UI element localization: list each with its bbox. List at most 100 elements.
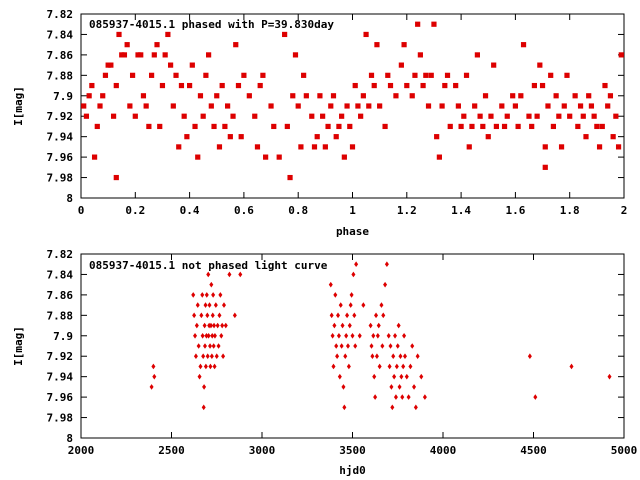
phased-data-point <box>512 103 518 109</box>
unphased-y-tick-label: 7.88 <box>47 309 74 322</box>
phased-data-point <box>545 103 551 109</box>
phased-data-point <box>170 103 176 109</box>
phased-data-point <box>504 113 510 119</box>
phased-y-tick-label: 7.96 <box>47 151 74 164</box>
unphased-data-point <box>346 363 351 370</box>
phased-data-point <box>368 72 375 78</box>
phased-data-point <box>298 144 304 150</box>
phased-data-point <box>100 93 106 99</box>
phased-data-point <box>303 93 309 99</box>
unphased-data-point <box>191 292 196 298</box>
phased-data-point <box>276 154 282 160</box>
unphased-data-point <box>412 384 417 390</box>
phased-x-tick-label: 0.2 <box>125 204 145 217</box>
phased-data-point <box>284 123 290 130</box>
unphased-x-tick-label: 2500 <box>158 444 185 457</box>
phased-data-point <box>349 144 356 150</box>
phased-data-point <box>550 123 557 130</box>
unphased-data-point <box>345 312 350 319</box>
phased-data-point <box>594 123 600 130</box>
unphased-data-point <box>193 332 198 339</box>
unphased-data-point <box>392 373 397 380</box>
phased-data-point <box>295 103 301 109</box>
phased-data-point <box>344 103 350 109</box>
phased-data-point <box>534 113 540 119</box>
phased-plot-frame <box>80 13 625 199</box>
phased-data-point <box>531 82 538 89</box>
phased-data-point <box>553 93 559 99</box>
unphased-data-point <box>393 332 398 339</box>
phased-data-point <box>610 134 616 140</box>
phased-data-point <box>268 103 274 109</box>
phased-data-point <box>176 144 182 150</box>
phased-data-point <box>458 123 464 130</box>
phased-data-point <box>195 154 201 160</box>
phased-data-point <box>214 93 220 99</box>
phased-data-point <box>222 123 228 130</box>
unphased-data-point <box>348 302 353 308</box>
unphased-data-point <box>194 322 199 329</box>
phased-data-point <box>252 113 258 119</box>
phased-data-point <box>282 31 288 38</box>
phased-data-point <box>618 52 624 58</box>
phased-data-point <box>187 82 193 89</box>
phased-data-point <box>588 103 595 109</box>
phased-data-point <box>320 113 326 119</box>
phased-data-point <box>366 103 372 109</box>
phased-data-point <box>197 93 204 99</box>
phased-x-tick-label: 1.2 <box>397 204 417 217</box>
phased-data-point <box>254 144 261 150</box>
unphased-x-tick-label: 4500 <box>520 444 547 457</box>
phased-data-point <box>542 144 548 150</box>
unphased-data-point <box>401 363 406 370</box>
unphased-data-point <box>379 302 384 308</box>
phased-y-tick-label: 8 <box>66 192 73 205</box>
unphased-data-point <box>149 384 154 390</box>
phased-data-point <box>417 52 423 58</box>
unphased-data-point <box>410 343 415 349</box>
unphased-data-point <box>375 332 380 339</box>
unphased-x-tick-label: 5000 <box>611 444 638 457</box>
phased-data-point <box>91 154 98 160</box>
phased-data-point <box>165 31 171 38</box>
unphased-data-point <box>227 271 232 278</box>
phased-x-tick-label: 1.8 <box>560 204 580 217</box>
phased-data-point <box>482 93 489 99</box>
phased-x-tick-label: 2 <box>621 204 628 217</box>
phased-data-point <box>374 42 380 48</box>
unphased-data-point <box>349 292 354 298</box>
unphased-data-point <box>408 363 413 370</box>
unphased-plot-frame <box>80 253 625 439</box>
phased-data-point <box>493 123 499 130</box>
phased-data-point <box>225 103 231 109</box>
phased-data-point <box>599 123 605 130</box>
phased-data-point <box>129 72 136 78</box>
unphased-y-tick-label: 7.84 <box>47 268 74 281</box>
phased-data-point <box>515 123 521 130</box>
phased-data-point <box>257 82 263 89</box>
unphased-data-point <box>209 281 214 288</box>
unphased-data-point <box>380 343 385 349</box>
unphased-data-point <box>336 332 341 339</box>
unphased-data-point <box>388 343 393 349</box>
phased-plot-y-axis-label: I[mag] <box>12 86 25 126</box>
phased-data-point <box>336 123 342 130</box>
unphased-data-point <box>330 332 335 339</box>
phased-x-tick-label: 1.6 <box>505 204 525 217</box>
phased-data-point <box>127 103 133 109</box>
phased-data-point <box>325 123 331 130</box>
unphased-data-point <box>393 394 398 400</box>
phased-data-point <box>330 93 337 99</box>
phased-data-point <box>317 93 323 99</box>
unphased-data-point <box>217 312 222 319</box>
phased-data-point <box>461 113 467 119</box>
phased-data-point <box>108 62 114 68</box>
phased-data-point <box>474 52 480 58</box>
unphased-data-point <box>216 343 221 349</box>
unphased-data-point <box>368 322 373 329</box>
phased-data-point <box>192 123 198 130</box>
unphased-data-point <box>220 322 225 329</box>
unphased-data-point <box>397 384 402 390</box>
phased-data-point <box>301 72 307 78</box>
phased-data-point <box>246 93 252 99</box>
